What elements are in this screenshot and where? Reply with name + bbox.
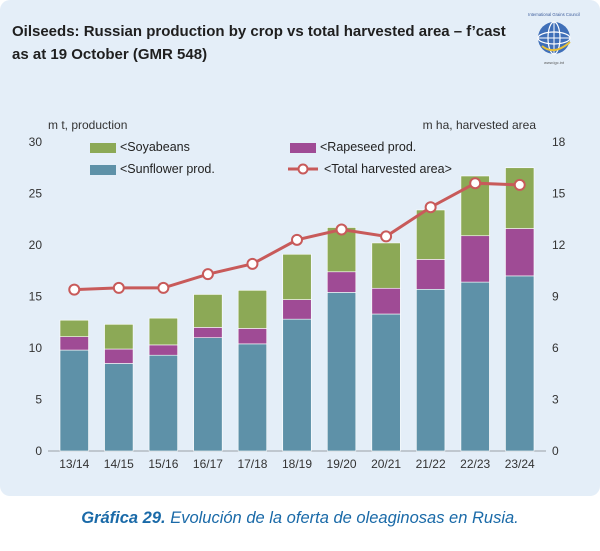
- y-left-tick-label: 25: [29, 187, 43, 201]
- x-tick-label: 18/19: [282, 457, 312, 470]
- y-axis-right-label: m ha, harvested area: [423, 118, 537, 132]
- caption-lead: Gráfica 29.: [81, 509, 166, 527]
- bar-rapeseed: [148, 344, 178, 356]
- bar-sunflower: [505, 275, 535, 452]
- bar-sunflower: [326, 292, 357, 452]
- bar-soyabeans: [193, 294, 223, 328]
- y-left-tick-label: 10: [29, 341, 43, 355]
- x-tick-label: 22/23: [460, 457, 490, 470]
- y-right-tick-label: 18: [552, 135, 566, 149]
- x-tick-label: 19/20: [327, 457, 357, 470]
- logo-url: www.igc.int: [544, 60, 565, 65]
- y-right-tick-label: 6: [552, 341, 559, 355]
- bar-sunflower: [104, 363, 134, 452]
- area-line-point: [469, 177, 482, 190]
- bar-soyabeans: [371, 242, 401, 289]
- bar-sunflower: [148, 354, 178, 452]
- chart-title: Oilseeds: Russian production by crop vs …: [12, 20, 512, 66]
- bar-rapeseed: [371, 287, 401, 315]
- bar-sunflower: [371, 313, 401, 452]
- area-line-point: [335, 223, 348, 236]
- bar-soyabeans: [282, 253, 312, 300]
- bar-soyabeans: [505, 167, 535, 229]
- y-left-tick-label: 30: [29, 135, 43, 149]
- bar-soyabeans: [104, 324, 134, 350]
- caption-text: Evolución de la oferta de oleaginosas en…: [165, 509, 519, 527]
- y-right-tick-label: 15: [552, 187, 566, 201]
- bar-sunflower: [460, 281, 490, 452]
- area-line-point: [513, 178, 526, 191]
- bar-rapeseed: [505, 228, 535, 277]
- bar-soyabeans: [148, 317, 178, 346]
- oilseeds-chart: m t, production m ha, harvested area 0 5 10 1…: [29, 118, 566, 470]
- bar-soyabeans: [237, 290, 268, 329]
- x-tick-label: 21/22: [416, 457, 446, 470]
- figure-caption: Gráfica 29. Evolución de la oferta de ol…: [0, 509, 600, 528]
- bar-sunflower: [237, 343, 268, 452]
- y-left-tick-label: 20: [29, 238, 43, 252]
- area-line-point: [291, 233, 303, 246]
- legend-label-area: <Total harvested area>: [324, 162, 452, 176]
- y-right-tick-label: 9: [552, 290, 559, 304]
- x-tick-label: 23/24: [505, 457, 535, 470]
- x-tick-label: 20/21: [371, 457, 401, 470]
- y-left-tick-label: 0: [35, 444, 42, 458]
- area-line-point: [380, 230, 393, 243]
- area-line-point: [246, 257, 259, 270]
- logo-name: International Grains Council: [528, 12, 580, 17]
- area-line-point: [157, 281, 170, 294]
- legend: <Soyabeans <Sunflower prod. <Rapeseed prod…: [90, 140, 452, 176]
- bar-sunflower: [282, 318, 312, 452]
- bar-rapeseed: [104, 348, 134, 364]
- title-line-2: as at 19 October (GMR 548): [12, 46, 208, 63]
- bar-rapeseed: [193, 327, 223, 338]
- legend-label-rapeseed: <Rapeseed prod.: [320, 140, 416, 154]
- area-line: [68, 177, 526, 296]
- bars: [59, 167, 535, 452]
- area-line-point: [424, 201, 437, 214]
- igc-logo: International Grains Council www.igc.int: [528, 12, 580, 65]
- x-tick-label: 13/14: [59, 457, 89, 470]
- area-line-point: [68, 283, 81, 296]
- x-tick-label: 16/17: [193, 457, 223, 470]
- bar-rapeseed: [237, 328, 268, 345]
- bar-rapeseed: [326, 271, 357, 293]
- y-left-tick-label: 15: [29, 290, 43, 304]
- legend-swatch-soyabeans: [90, 143, 116, 153]
- bar-sunflower: [59, 349, 89, 452]
- x-tick-label: 15/16: [148, 457, 178, 470]
- globe-icon: [537, 21, 571, 55]
- legend-label-sunflower: <Sunflower prod.: [120, 162, 215, 176]
- bar-soyabeans: [59, 319, 89, 337]
- area-line-point: [201, 268, 214, 281]
- legend-marker-area: [297, 163, 309, 175]
- bar-rapeseed: [59, 336, 89, 351]
- bar-rapeseed: [460, 235, 490, 283]
- legend-label-soyabeans: <Soyabeans: [120, 140, 190, 154]
- y-axis-left-label: m t, production: [48, 118, 127, 132]
- bar-sunflower: [416, 288, 446, 452]
- area-line-point: [112, 281, 125, 294]
- y-right-tick-label: 12: [552, 238, 566, 252]
- x-tick-label: 14/15: [104, 457, 134, 470]
- bar-sunflower: [193, 337, 223, 452]
- y-left-tick-label: 5: [35, 393, 42, 407]
- bar-soyabeans: [416, 209, 446, 260]
- title-line-1: Oilseeds: Russian production by crop vs …: [12, 23, 506, 40]
- y-right-tick-label: 0: [552, 444, 559, 458]
- y-right-tick-label: 3: [552, 393, 559, 407]
- x-tick-label: 17/18: [237, 457, 267, 470]
- bar-rapeseed: [416, 259, 446, 290]
- legend-swatch-rapeseed: [290, 143, 316, 153]
- legend-swatch-sunflower: [90, 165, 116, 175]
- bar-rapeseed: [282, 299, 312, 320]
